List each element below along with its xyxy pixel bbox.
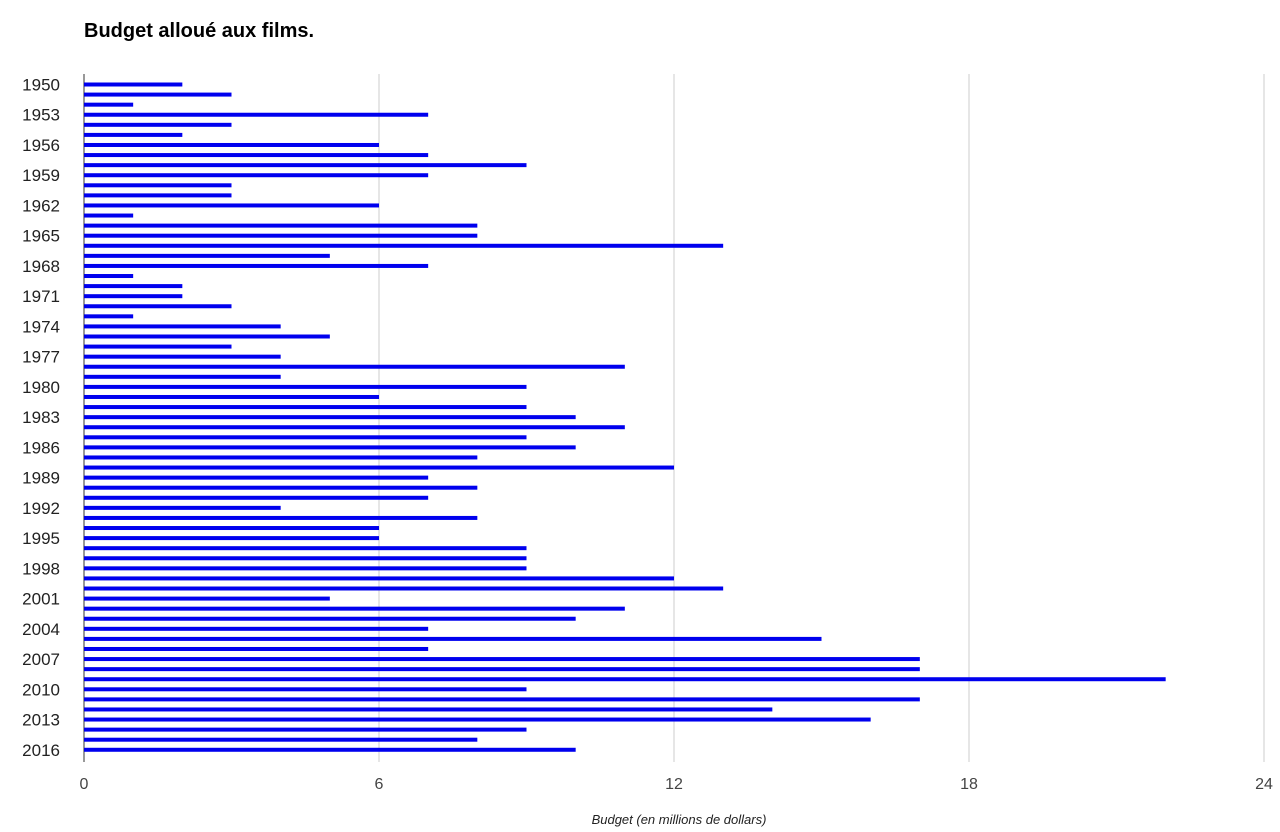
bar <box>84 112 429 117</box>
bar <box>84 92 232 97</box>
bar <box>84 475 429 480</box>
bar <box>84 576 674 581</box>
bar <box>84 374 281 379</box>
bar <box>84 677 1166 682</box>
y-tick-label: 1974 <box>22 317 60 336</box>
bar <box>84 173 429 178</box>
y-tick-label: 1995 <box>22 529 60 548</box>
y-tick-label: 1983 <box>22 408 60 427</box>
bar <box>84 646 429 651</box>
bar <box>84 515 478 520</box>
bar <box>84 697 920 702</box>
y-tick-label: 1953 <box>22 106 60 125</box>
bar <box>84 233 478 238</box>
y-tick-label: 2010 <box>22 680 60 699</box>
y-tick-label: 1950 <box>22 76 60 95</box>
bar <box>84 364 625 369</box>
bar <box>84 455 478 460</box>
bar <box>84 122 232 127</box>
bar <box>84 263 429 268</box>
bar <box>84 394 379 399</box>
bar <box>84 445 576 450</box>
y-tick-label: 1992 <box>22 499 60 518</box>
x-tick-label: 24 <box>1255 776 1273 793</box>
bar <box>84 536 379 541</box>
bar <box>84 213 134 218</box>
bar <box>84 344 232 349</box>
bar <box>84 616 576 621</box>
bar <box>84 294 183 299</box>
bar <box>84 132 183 137</box>
bar <box>84 193 232 198</box>
bar <box>84 737 478 742</box>
bar <box>84 223 478 228</box>
bar <box>84 405 527 410</box>
bar <box>84 253 330 258</box>
y-tick-label: 2016 <box>22 741 60 760</box>
bar <box>84 707 773 712</box>
bar <box>84 687 527 692</box>
bar <box>84 163 527 168</box>
bar <box>84 546 527 551</box>
bar <box>84 274 134 279</box>
bar <box>84 747 576 752</box>
bar <box>84 667 920 672</box>
bar <box>84 82 183 87</box>
y-tick-label: 1980 <box>22 378 60 397</box>
x-tick-label: 0 <box>80 776 89 793</box>
bar <box>84 102 134 107</box>
bar <box>84 153 429 158</box>
bar <box>84 566 527 571</box>
y-tick-label: 1998 <box>22 559 60 578</box>
y-tick-label: 1977 <box>22 348 60 367</box>
bar <box>84 324 281 329</box>
x-axis-title: Budget (en millions de dollars) <box>592 812 767 827</box>
bar <box>84 505 281 510</box>
bar <box>84 435 527 440</box>
bar <box>84 183 232 188</box>
y-tick-label: 2013 <box>22 711 60 730</box>
y-tick-label: 1962 <box>22 196 60 215</box>
x-tick-label: 18 <box>960 776 978 793</box>
bar <box>84 636 822 641</box>
bar <box>84 586 724 591</box>
bar <box>84 425 625 430</box>
bar <box>84 334 330 339</box>
bar <box>84 384 527 389</box>
x-tick-label: 6 <box>375 776 384 793</box>
y-tick-label: 1989 <box>22 469 60 488</box>
bar <box>84 727 527 732</box>
bar <box>84 626 429 631</box>
y-tick-label: 1971 <box>22 287 60 306</box>
y-tick-label: 2007 <box>22 650 60 669</box>
bar <box>84 606 625 611</box>
bar <box>84 142 379 147</box>
y-tick-label: 1986 <box>22 438 60 457</box>
y-tick-label: 1968 <box>22 257 60 276</box>
bar <box>84 657 920 662</box>
bar <box>84 596 330 601</box>
y-tick-label: 2004 <box>22 620 60 639</box>
bar <box>84 243 724 248</box>
y-tick-label: 1959 <box>22 166 60 185</box>
bar <box>84 304 232 309</box>
y-tick-label: 1956 <box>22 136 60 155</box>
bar <box>84 354 281 359</box>
bar <box>84 203 379 208</box>
bar <box>84 526 379 531</box>
bar <box>84 495 429 500</box>
y-tick-label: 2001 <box>22 590 60 609</box>
bar <box>84 314 134 319</box>
bar <box>84 465 674 470</box>
chart-title: Budget alloué aux films. <box>84 20 315 42</box>
bar <box>84 717 871 722</box>
bar <box>84 556 527 561</box>
bar <box>84 284 183 289</box>
y-tick-label: 1965 <box>22 227 60 246</box>
x-tick-label: 12 <box>665 776 683 793</box>
bar <box>84 485 478 490</box>
bar <box>84 415 576 420</box>
